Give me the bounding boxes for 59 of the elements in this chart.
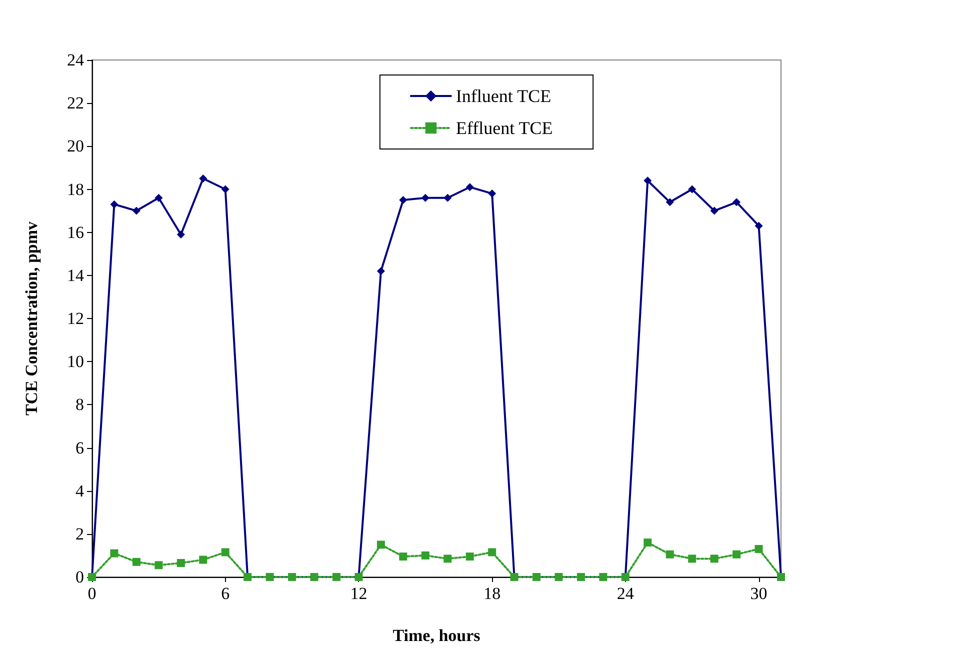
- point: [488, 548, 496, 556]
- point: [132, 558, 140, 566]
- point: [399, 552, 408, 561]
- y-tick-label: 10: [67, 352, 84, 372]
- y-tick-label: 6: [76, 438, 84, 458]
- point: [444, 554, 452, 563]
- x-tick-label: 12: [350, 584, 368, 603]
- point: [732, 198, 741, 206]
- point: [466, 552, 474, 561]
- legend-label: Influent TCE: [456, 86, 552, 106]
- y-tick-label: 12: [67, 309, 84, 328]
- point: [710, 206, 718, 215]
- x-axis-title: Time, hours: [392, 626, 481, 645]
- point: [644, 176, 652, 185]
- point: [732, 550, 741, 558]
- point: [132, 206, 140, 215]
- y-tick-label: 4: [76, 481, 84, 500]
- point: [444, 194, 452, 202]
- point: [399, 196, 408, 204]
- y-tick-label: 2: [76, 524, 84, 544]
- y-tick-label: 8: [76, 395, 84, 414]
- point: [199, 174, 208, 182]
- point: [466, 183, 474, 192]
- point: [376, 267, 385, 276]
- point: [110, 200, 118, 208]
- y-tick-label: 22: [67, 94, 84, 113]
- point: [376, 540, 385, 549]
- point: [421, 551, 430, 560]
- y-tick-label: 0: [76, 568, 84, 586]
- x-tick-label: 0: [88, 584, 96, 603]
- point: [221, 548, 230, 556]
- x-tick-label: 24: [616, 584, 634, 603]
- y-tick-label: 20: [67, 136, 84, 156]
- point: [421, 194, 430, 202]
- point: [154, 194, 163, 202]
- point: [176, 559, 185, 567]
- point: [199, 556, 208, 564]
- point: [221, 185, 230, 194]
- point: [644, 538, 652, 547]
- x-tick-label: 18: [484, 584, 501, 603]
- x-tick-label: 30: [750, 584, 768, 603]
- point: [176, 230, 185, 238]
- point: [488, 190, 496, 198]
- point: [666, 198, 674, 206]
- y-tick-label: 16: [67, 222, 84, 242]
- y-tick-label: 18: [67, 180, 84, 199]
- point: [110, 549, 118, 558]
- point: [688, 554, 696, 563]
- point: [754, 222, 763, 230]
- point: [710, 554, 718, 563]
- x-tick-label: 6: [221, 584, 230, 603]
- y-tick-label: 24: [67, 50, 84, 70]
- point: [688, 185, 696, 194]
- point: [666, 550, 674, 558]
- point: [154, 561, 163, 570]
- point: [754, 544, 763, 553]
- y-tick-label: 14: [67, 266, 84, 285]
- y-axis-title: TCE Concentration, ppmv: [22, 220, 41, 416]
- legend-label: Effluent TCE: [456, 118, 553, 138]
